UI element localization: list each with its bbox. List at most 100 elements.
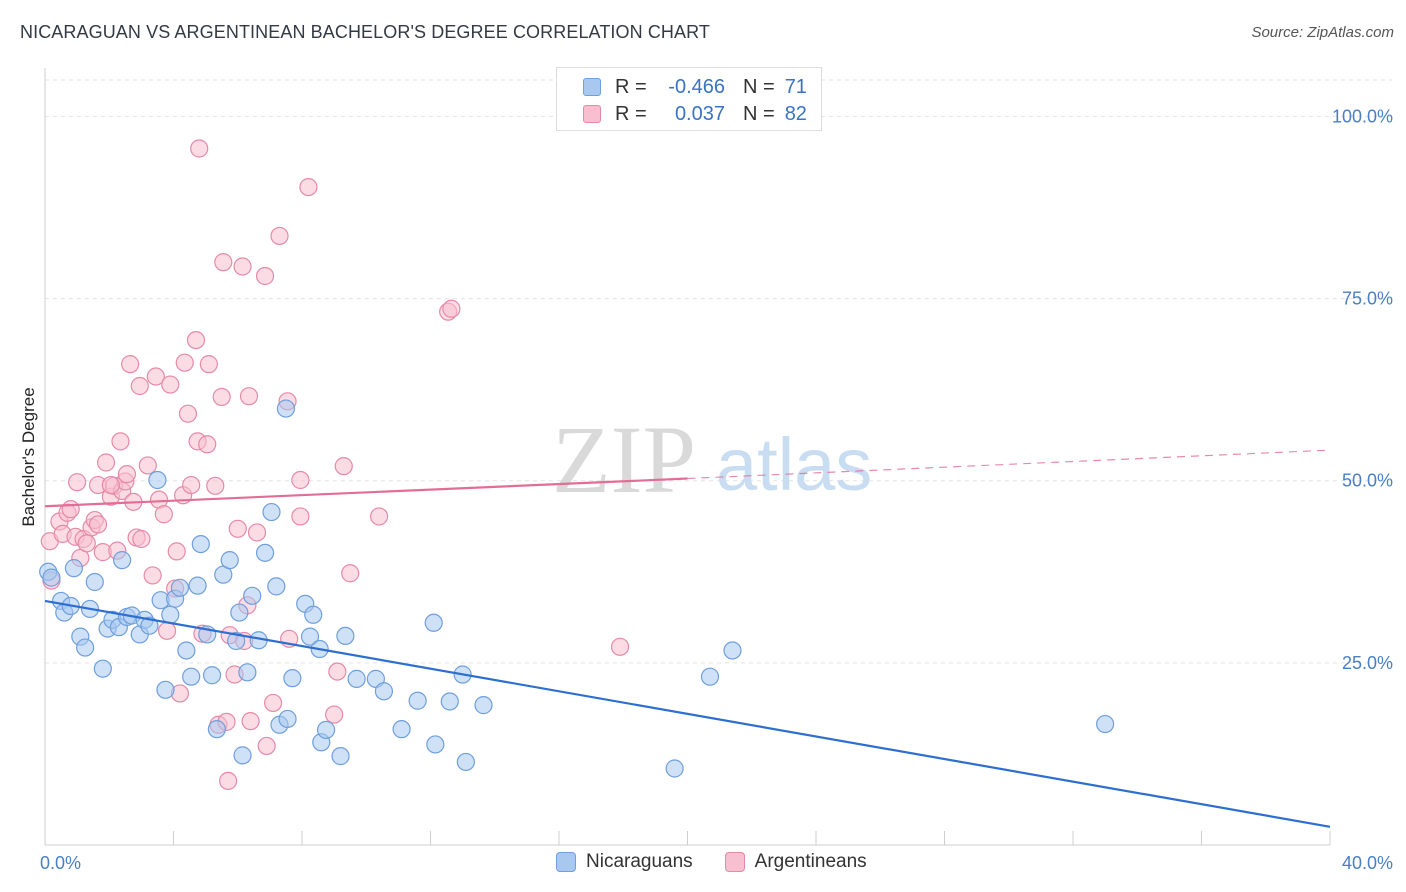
series-legend: Nicaraguans Argentineans	[556, 851, 899, 873]
legend-n-label: N =	[743, 75, 775, 98]
argentinean-point	[96, 453, 116, 472]
argentinean-point	[325, 705, 344, 724]
nicaraguan-point	[64, 559, 84, 578]
argentineans-trend-extension	[687, 449, 1331, 480]
legend-item-nicaraguans[interactable]: Nicaraguans	[556, 851, 693, 873]
legend-item-argentineans[interactable]: Argentineans	[724, 851, 867, 873]
argentinean-point	[291, 507, 310, 526]
watermark: ZIP atlas	[552, 406, 872, 513]
nicaraguan-point	[1096, 714, 1115, 734]
y-tick-label: 100.0%	[1332, 106, 1393, 126]
argentinean-point	[334, 457, 353, 476]
nicaraguan-point	[276, 399, 296, 418]
y-tick-label: 75.0%	[1342, 289, 1393, 309]
argentineans-trend-line	[44, 477, 688, 508]
argentinean-point	[138, 456, 157, 475]
nicaraguan-point	[85, 572, 104, 592]
axes	[44, 68, 1331, 846]
grid-lines	[45, 79, 1392, 664]
legend-r-label: R =	[615, 75, 647, 98]
nicaraguan-point	[243, 586, 262, 605]
legend-r-label: R =	[615, 102, 647, 125]
y-tick-label: 25.0%	[1342, 653, 1393, 673]
argentineans-points	[40, 139, 630, 790]
legend-r-value: -0.466	[668, 75, 725, 98]
argentinean-point	[111, 432, 130, 451]
argentinean-point	[182, 475, 201, 495]
argentinean-point	[161, 375, 180, 394]
argentinean-point	[239, 387, 259, 406]
argentinean-point	[121, 355, 140, 374]
argentinean-point	[146, 367, 165, 386]
nicaraguan-point	[426, 735, 445, 754]
legend-r-value: 0.037	[674, 102, 725, 125]
legend-label-nicaraguans: Nicaraguans	[586, 851, 693, 872]
nicaraguan-point	[220, 551, 239, 570]
argentinean-point	[143, 566, 162, 585]
argentinean-point	[61, 500, 80, 519]
nicaraguan-point	[336, 626, 355, 646]
legend-n-value: 82	[784, 102, 807, 125]
argentinean-point	[228, 519, 247, 538]
argentinean-point	[270, 226, 289, 246]
argentinean-point	[154, 505, 173, 524]
argentinean-point	[370, 507, 389, 526]
argentinean-point	[198, 435, 217, 454]
argentinean-point	[175, 353, 194, 372]
nicaraguan-point	[424, 613, 443, 632]
nicaraguan-point	[112, 551, 132, 570]
argentinean-point	[132, 529, 151, 549]
tick-labels: 25.0% 50.0% 75.0% 100.0% 0.0% 40.0%	[40, 106, 1393, 873]
nicaraguan-point	[170, 578, 190, 597]
nicaraguan-point	[148, 470, 167, 490]
watermark-atlas: atlas	[716, 423, 872, 506]
nicaraguan-point	[262, 502, 281, 522]
chart-title: NICARAGUAN VS ARGENTINEAN BACHELOR'S DEG…	[20, 22, 710, 42]
nicaraguan-point	[392, 720, 411, 739]
argentinean-point	[186, 331, 206, 350]
legend-swatch-nicaraguans	[583, 78, 601, 96]
legend-n-value: 71	[784, 75, 807, 98]
argentinean-point	[255, 266, 275, 286]
nicaraguan-point	[202, 666, 222, 685]
nicaraguan-point	[700, 667, 720, 686]
nicaraguan-point	[182, 667, 201, 686]
argentinean-point	[291, 470, 310, 490]
argentinean-point	[167, 542, 186, 561]
y-tick-label: 50.0%	[1342, 471, 1393, 491]
nicaraguan-point	[207, 720, 226, 739]
nicaraguan-point	[347, 669, 366, 688]
argentinean-point	[219, 771, 238, 790]
y-axis-label: Bachelor's Degree	[19, 387, 38, 526]
argentinean-point	[157, 621, 177, 640]
argentinean-point	[214, 253, 233, 272]
chart-source: Source: ZipAtlas.com	[1251, 24, 1394, 41]
legend-row-argentineans: R = 0.037 N = 82	[583, 101, 807, 127]
nicaraguan-point	[665, 759, 684, 778]
argentinean-point	[247, 523, 267, 542]
x-tick-label: 40.0%	[1342, 853, 1393, 873]
argentinean-point	[199, 355, 218, 374]
argentinean-point	[257, 736, 276, 756]
nicaraguan-point	[456, 752, 475, 772]
argentinean-point	[68, 473, 87, 492]
nicaraguan-point	[93, 659, 112, 678]
nicaraguan-point	[283, 669, 302, 688]
argentinean-point	[341, 564, 360, 583]
argentinean-point	[442, 299, 461, 318]
argentinean-point	[190, 139, 209, 158]
argentinean-point	[77, 534, 96, 553]
watermark-zip: ZIP	[552, 406, 696, 513]
trend-lines	[44, 449, 1331, 828]
legend-label-argentineans: Argentineans	[754, 851, 867, 872]
argentinean-point	[241, 712, 260, 731]
argentinean-point	[233, 257, 252, 276]
nicaraguan-point	[723, 641, 742, 660]
argentinean-point	[263, 693, 283, 713]
nicaraguan-point	[230, 603, 249, 622]
nicaraguan-point	[255, 543, 275, 562]
nicaraguan-point	[278, 709, 297, 729]
nicaraguan-point	[233, 746, 252, 765]
nicaraguan-point	[161, 605, 180, 624]
nicaraguan-point	[408, 691, 427, 710]
